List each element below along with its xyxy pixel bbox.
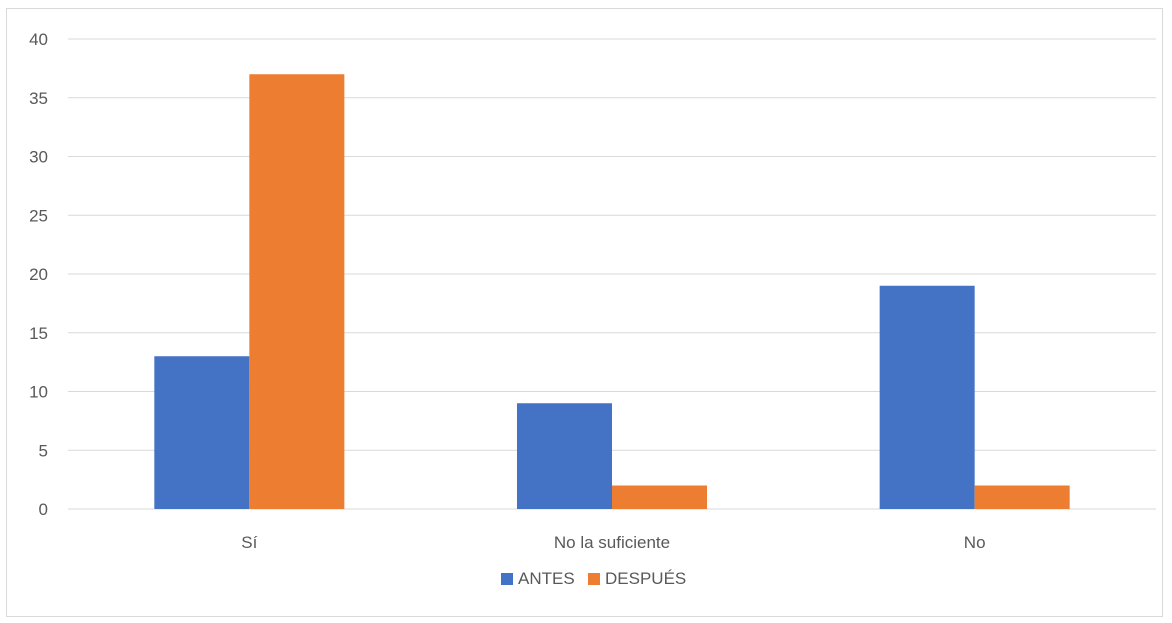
x-axis-tick-labels: Sí No la suficiente No xyxy=(241,533,985,552)
bar-después-1 xyxy=(612,485,708,509)
x-tick-label: Sí xyxy=(241,533,257,552)
y-tick-label: 20 xyxy=(29,265,48,284)
legend-swatch-antes xyxy=(501,573,513,585)
bar-antes-0 xyxy=(154,356,250,509)
legend-label: DESPUÉS xyxy=(605,569,686,588)
y-tick-label: 40 xyxy=(29,30,48,49)
bar-después-2 xyxy=(974,485,1070,509)
y-tick-label: 0 xyxy=(39,500,48,519)
x-tick-label: No xyxy=(964,533,986,552)
bar-antes-1 xyxy=(516,403,612,509)
y-tick-label: 25 xyxy=(29,206,48,225)
legend-swatch-después xyxy=(588,573,600,585)
bars xyxy=(154,74,1070,509)
y-tick-label: 30 xyxy=(29,148,48,167)
x-tick-label: No la suficiente xyxy=(554,533,670,552)
y-tick-label: 5 xyxy=(39,441,48,460)
legend: ANTES DESPUÉS xyxy=(501,569,686,588)
legend-label: ANTES xyxy=(518,569,575,588)
y-tick-label: 10 xyxy=(29,383,48,402)
y-axis-tick-labels: 0 5 10 15 20 25 30 35 40 xyxy=(29,30,48,519)
bar-después-0 xyxy=(249,74,345,509)
bar-antes-2 xyxy=(879,285,975,509)
y-tick-label: 15 xyxy=(29,324,48,343)
y-tick-label: 35 xyxy=(29,89,48,108)
